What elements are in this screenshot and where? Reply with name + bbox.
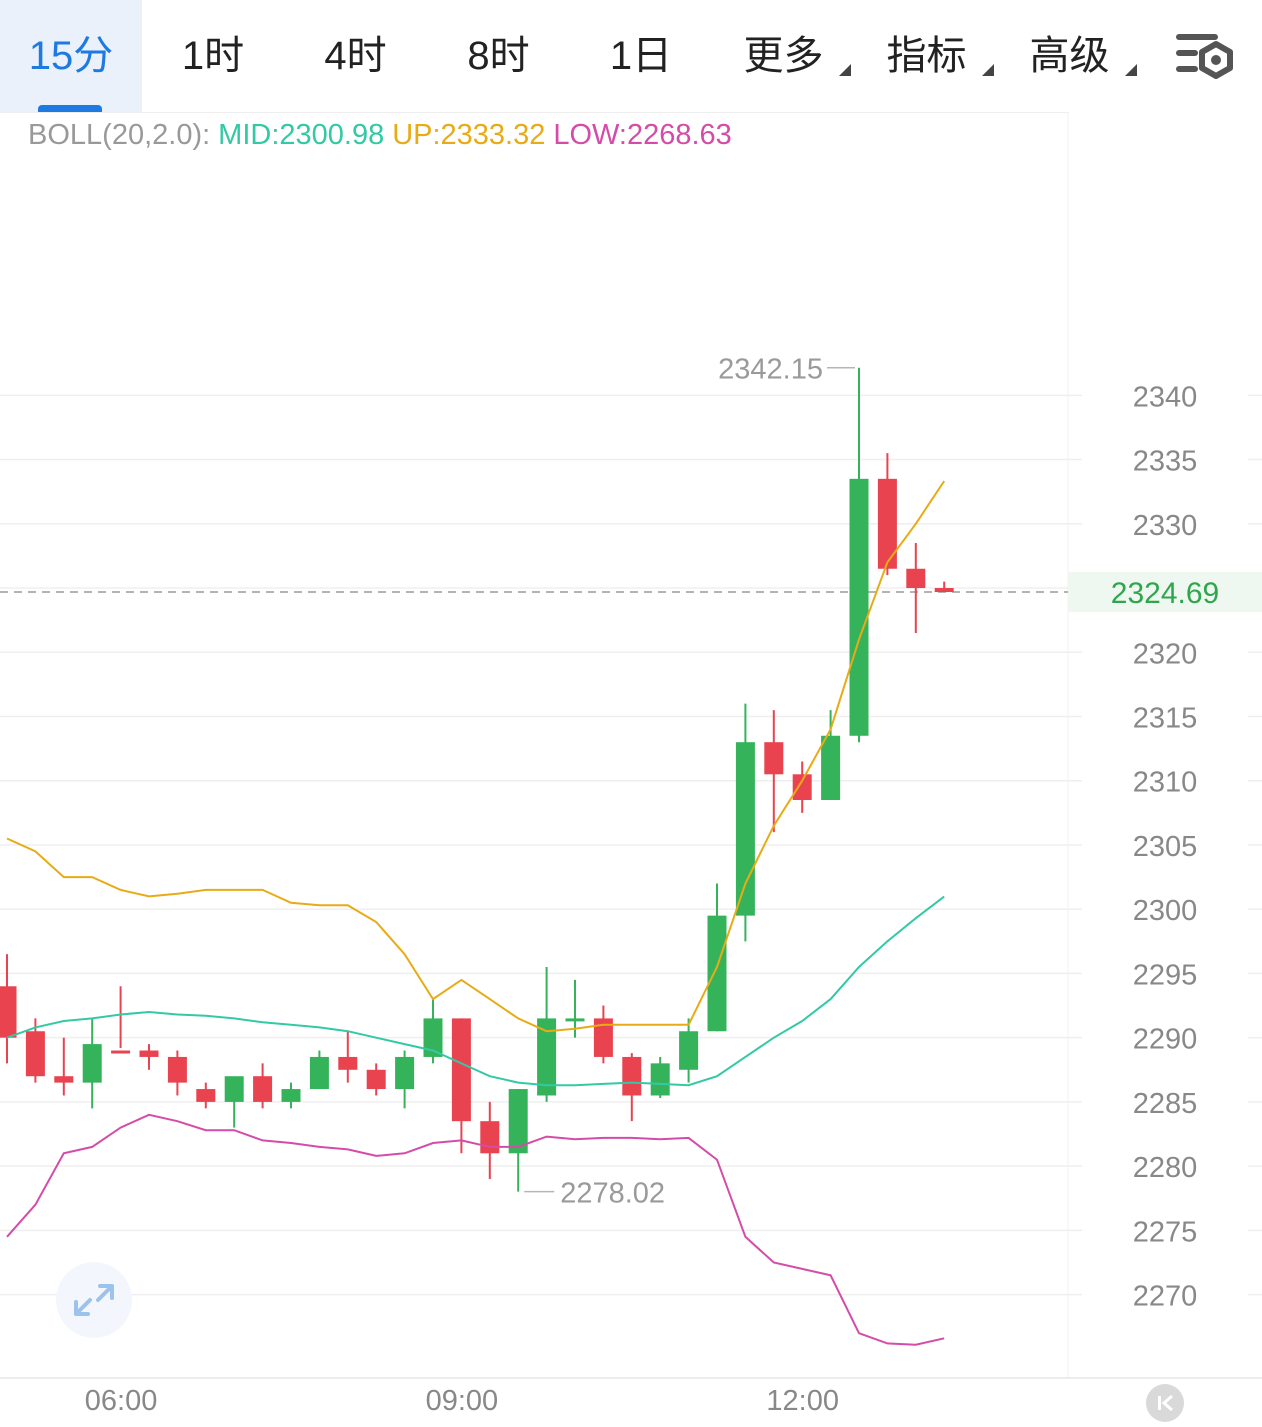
candle-body (54, 1076, 74, 1083)
tab-6[interactable]: 指标 (855, 0, 998, 112)
current-price-tag (1068, 572, 1262, 613)
candle-body (281, 1089, 301, 1102)
scroll-to-end-icon (1158, 1394, 1173, 1412)
candle-body (877, 478, 897, 569)
dropdown-caret-icon (839, 64, 851, 76)
tab-3[interactable]: 8时 (427, 0, 570, 112)
tab-5[interactable]: 更多 (712, 0, 855, 112)
y-tick-label: 2295 (1133, 959, 1198, 991)
candle-body (707, 915, 727, 1032)
tab-label: 更多 (743, 34, 824, 78)
candle-body (480, 1121, 500, 1154)
legend-up-value: UP:2333.32 (392, 119, 546, 151)
tab-1[interactable]: 1时 (142, 0, 284, 112)
y-tick-label: 2305 (1133, 831, 1198, 863)
candle-body (196, 1089, 216, 1102)
candle-body (934, 588, 954, 593)
y-tick-label: 2285 (1133, 1088, 1198, 1120)
price-axis-panel (1068, 112, 1262, 1378)
legend-boll-label: BOLL(20,2.0): (28, 119, 211, 151)
candle-body (451, 1018, 471, 1122)
y-tick-label: 2340 (1133, 381, 1198, 413)
boll-up-line (6, 480, 946, 1033)
boll-low-line (6, 1113, 945, 1346)
tab-label: 高级 (1029, 34, 1110, 78)
high-price-label: 2342.15 (718, 354, 823, 386)
candle-body (622, 1056, 642, 1096)
tab-label: 1时 (181, 34, 245, 78)
y-tick-label: 2330 (1133, 510, 1198, 542)
x-tick-label: 06:00 (85, 1385, 158, 1417)
tab-0[interactable]: 15分 (0, 0, 142, 112)
candle-body (764, 742, 784, 775)
tab-label: 1日 (609, 34, 673, 78)
tab-4[interactable]: 1日 (570, 0, 712, 112)
candle-body (253, 1076, 273, 1102)
tab-label: 指标 (886, 34, 967, 78)
candle-body (82, 1044, 102, 1083)
candlestick-chart[interactable]: 2340233523302325232023152310230523002295… (0, 112, 1262, 1426)
candle-body (224, 1076, 244, 1102)
scroll-to-latest-button[interactable] (1146, 1384, 1184, 1422)
boll-legend: BOLL(20,2.0): MID:2300.98 UP:2333.32 LOW:22… (28, 114, 740, 156)
candle-body (735, 742, 755, 916)
legend-mid-value: MID:2300.98 (218, 119, 385, 151)
x-tick-label: 12:00 (766, 1385, 839, 1417)
candle-body (395, 1056, 415, 1090)
candle-body (0, 986, 17, 1038)
candle-body (338, 1056, 358, 1070)
dropdown-caret-icon (982, 64, 994, 76)
candle-body (906, 568, 926, 589)
tab-label: 8时 (467, 34, 530, 78)
y-tick-label: 2280 (1133, 1152, 1198, 1184)
y-tick-label: 2310 (1133, 767, 1198, 799)
candle-body (537, 1018, 557, 1096)
y-tick-label: 2300 (1133, 895, 1198, 927)
candle-body (565, 1018, 585, 1022)
tab-label: 4时 (324, 34, 387, 78)
boll-mid-line (6, 895, 945, 1087)
candle-body (508, 1089, 528, 1154)
tab-2[interactable]: 4时 (284, 0, 427, 112)
candle-body (821, 735, 841, 800)
expand-arrows-icon (74, 1284, 114, 1316)
y-tick-label: 2275 (1133, 1216, 1198, 1248)
y-tick-label: 2290 (1133, 1024, 1198, 1056)
candle-body (167, 1056, 187, 1083)
y-tick-label: 2335 (1133, 446, 1198, 478)
x-tick-label: 09:00 (426, 1385, 499, 1417)
candle-body (309, 1056, 329, 1090)
tab-label: 15分 (28, 34, 114, 78)
chart-settings-icon[interactable] (1172, 26, 1236, 86)
y-tick-label: 2270 (1133, 1281, 1198, 1313)
low-price-label: 2278.02 (560, 1178, 665, 1210)
legend-low-value: LOW:2268.63 (553, 119, 732, 151)
candle-body (423, 1018, 443, 1057)
dropdown-caret-icon (1125, 64, 1137, 76)
candle-body (111, 1050, 131, 1054)
tab-7[interactable]: 高级 (998, 0, 1141, 112)
candle-body (849, 478, 869, 736)
y-tick-label: 2320 (1133, 638, 1198, 670)
candle-body (139, 1050, 159, 1057)
candle-body (25, 1031, 45, 1077)
current-price-label: 2324.69 (1111, 577, 1219, 610)
candle-body (366, 1069, 386, 1090)
candle-body (650, 1063, 670, 1096)
expand-button[interactable] (56, 1262, 132, 1338)
candle-body (792, 774, 812, 800)
candle-body (593, 1018, 613, 1057)
timeframe-tabbar: 15分 1时 4时 8时 1日 更多 指标 高级 (0, 0, 1262, 113)
active-tab-indicator (38, 105, 102, 112)
y-tick-label: 2315 (1133, 702, 1198, 734)
candle-body (679, 1031, 699, 1070)
